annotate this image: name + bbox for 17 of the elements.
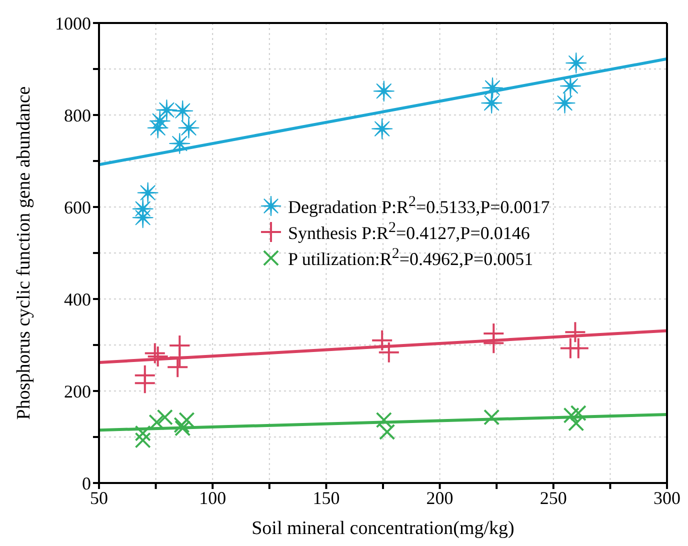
x-axis-title: Soil mineral concentration(mg/kg)	[252, 518, 514, 539]
x-tick-label: 250	[540, 488, 567, 508]
y-tick-label: 1000	[55, 13, 91, 34]
legend-label: P utilization:R$^{2}$=0.4962,P=0.0051	[288, 246, 534, 270]
x-tick-label: 200	[426, 488, 454, 508]
x-tick-label: 100	[199, 488, 226, 508]
y-tick-label: 0	[82, 473, 91, 494]
legend-label: Degradation P:R$^{2}$=0.5133,P=0.0017	[288, 194, 550, 218]
y-axis-title: Phosphorus cyclic function gene abundance	[14, 86, 35, 420]
y-tick-label: 600	[64, 197, 91, 218]
x-tick-label: 150	[312, 488, 340, 508]
x-tick-label: 300	[654, 488, 680, 508]
y-tick-label: 200	[64, 381, 91, 402]
legend-label: Synthesis P:R$^{2}$=0.4127,P=0.0146	[288, 220, 530, 244]
y-tick-label: 800	[64, 105, 91, 126]
y-tick-label: 400	[64, 289, 91, 310]
x-tick-label: 50	[90, 488, 108, 508]
